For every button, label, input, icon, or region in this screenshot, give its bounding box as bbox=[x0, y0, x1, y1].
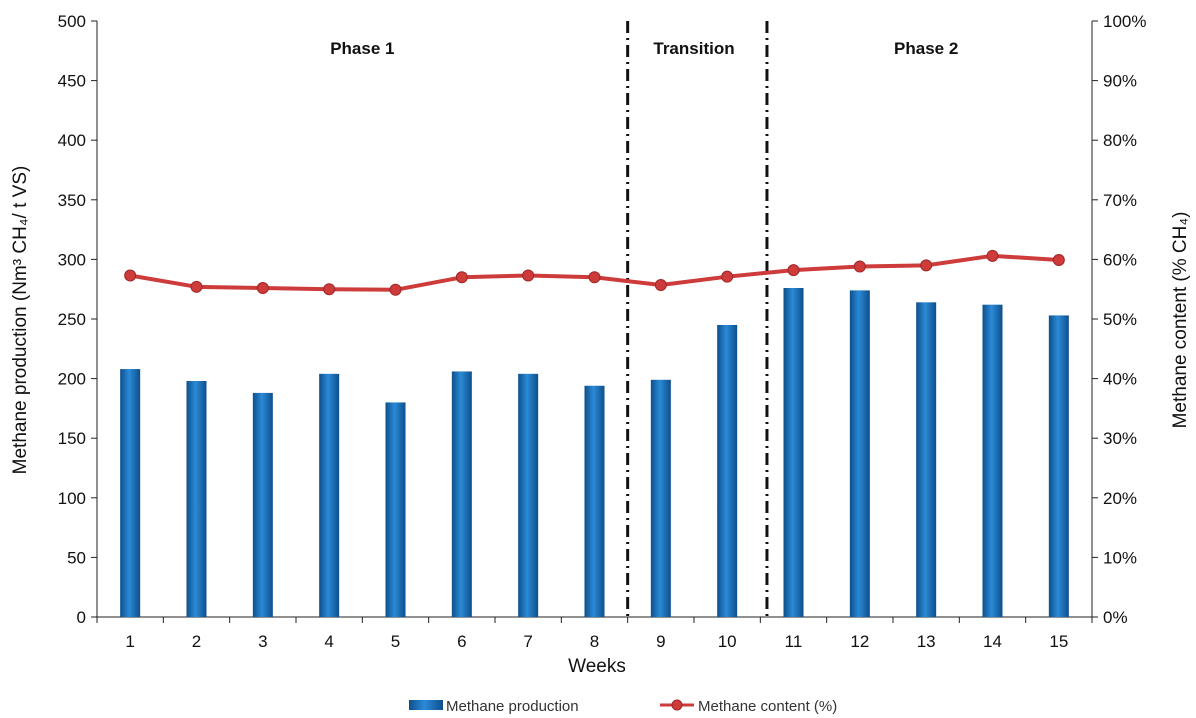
bar-week-15 bbox=[1048, 315, 1069, 617]
point-week-10 bbox=[721, 270, 734, 283]
right-axis-title: Methane content (% CH₄) bbox=[1170, 212, 1191, 429]
bar-series-methane-production bbox=[120, 288, 1069, 617]
right-tick-label: 0% bbox=[1103, 608, 1128, 627]
x-tick-label: 14 bbox=[983, 632, 1002, 651]
legend-bar-swatch bbox=[409, 700, 443, 710]
point-week-7 bbox=[522, 269, 535, 282]
bar-week-9 bbox=[650, 379, 671, 617]
left-axis-title: Methane production (Nm³ CH₄/ t VS) bbox=[10, 166, 31, 475]
right-tick-label: 10% bbox=[1103, 548, 1137, 567]
point-week-8 bbox=[588, 271, 601, 284]
chart-labels: Weeks Methane production (Nm³ CH₄/ t VS)… bbox=[10, 166, 1191, 677]
legend-line-marker bbox=[671, 699, 683, 711]
x-tick-label: 8 bbox=[590, 632, 599, 651]
bar-week-8 bbox=[584, 385, 605, 617]
point-week-4 bbox=[323, 283, 336, 296]
left-tick-label: 200 bbox=[58, 370, 86, 389]
bar-week-13 bbox=[916, 302, 937, 617]
x-tick-label: 5 bbox=[391, 632, 400, 651]
x-tick-label: 12 bbox=[850, 632, 869, 651]
point-week-12 bbox=[853, 260, 866, 273]
point-week-9 bbox=[654, 279, 667, 292]
x-tick-label: 1 bbox=[125, 632, 134, 651]
right-tick-label: 70% bbox=[1103, 191, 1137, 210]
bar-week-14 bbox=[982, 304, 1003, 617]
point-week-13 bbox=[920, 259, 933, 272]
legend: Methane production Methane content (%) bbox=[409, 698, 837, 715]
bar-week-6 bbox=[451, 371, 472, 617]
bar-week-11 bbox=[783, 288, 804, 617]
point-week-11 bbox=[787, 264, 800, 277]
point-week-6 bbox=[455, 271, 468, 284]
bar-week-2 bbox=[186, 380, 207, 617]
bar-week-3 bbox=[252, 392, 273, 617]
legend-label-methane-content: Methane content (%) bbox=[698, 698, 837, 715]
left-tick-label: 350 bbox=[58, 191, 86, 210]
x-tick-label: 13 bbox=[917, 632, 936, 651]
x-axis-title: Weeks bbox=[568, 656, 626, 677]
phase-dividers: Phase 1 Transition Phase 2 bbox=[330, 21, 958, 617]
x-tick-label: 11 bbox=[785, 632, 803, 651]
legend-label-methane-production: Methane production bbox=[446, 698, 579, 715]
x-tick-label: 7 bbox=[523, 632, 532, 651]
x-tick-label: 4 bbox=[324, 632, 333, 651]
right-tick-label: 30% bbox=[1103, 429, 1137, 448]
left-tick-label: 500 bbox=[58, 12, 86, 31]
bar-week-1 bbox=[120, 369, 141, 617]
x-tick-label: 2 bbox=[192, 632, 201, 651]
phase-label: Transition bbox=[653, 39, 734, 58]
point-week-15 bbox=[1052, 253, 1065, 266]
x-tick-label: 15 bbox=[1049, 632, 1068, 651]
left-tick-label: 100 bbox=[58, 489, 86, 508]
x-tick-label: 9 bbox=[656, 632, 665, 651]
right-tick-label: 50% bbox=[1103, 310, 1137, 329]
right-tick-label: 90% bbox=[1103, 72, 1137, 91]
point-week-14 bbox=[986, 249, 999, 262]
right-tick-label: 60% bbox=[1103, 250, 1137, 269]
bar-week-7 bbox=[518, 373, 539, 617]
point-week-3 bbox=[256, 282, 269, 295]
x-tick-label: 6 bbox=[457, 632, 466, 651]
line-series-methane-content bbox=[124, 249, 1065, 296]
left-tick-label: 400 bbox=[58, 131, 86, 150]
right-tick-label: 100% bbox=[1103, 12, 1146, 31]
left-tick-label: 450 bbox=[58, 72, 86, 91]
right-tick-label: 80% bbox=[1103, 131, 1137, 150]
left-tick-label: 0 bbox=[77, 608, 86, 627]
point-week-1 bbox=[124, 269, 137, 282]
right-tick-label: 40% bbox=[1103, 370, 1137, 389]
left-tick-label: 50 bbox=[67, 548, 86, 567]
axes: 0 50 100 150 200 250 300 350 400 450 500 0% 10% 20% 30… bbox=[58, 12, 1147, 651]
phase-label: Phase 1 bbox=[330, 39, 394, 58]
right-tick-label: 20% bbox=[1103, 489, 1137, 508]
x-tick-label: 10 bbox=[718, 632, 737, 651]
left-tick-label: 300 bbox=[58, 250, 86, 269]
bar-week-4 bbox=[319, 373, 340, 617]
point-week-2 bbox=[190, 280, 203, 293]
point-week-5 bbox=[389, 283, 402, 296]
bar-week-10 bbox=[717, 324, 738, 617]
phase-label: Phase 2 bbox=[894, 39, 958, 58]
bar-week-5 bbox=[385, 402, 406, 617]
left-tick-label: 150 bbox=[58, 429, 86, 448]
left-tick-label: 250 bbox=[58, 310, 86, 329]
bar-week-12 bbox=[849, 290, 870, 617]
x-tick-label: 3 bbox=[258, 632, 267, 651]
